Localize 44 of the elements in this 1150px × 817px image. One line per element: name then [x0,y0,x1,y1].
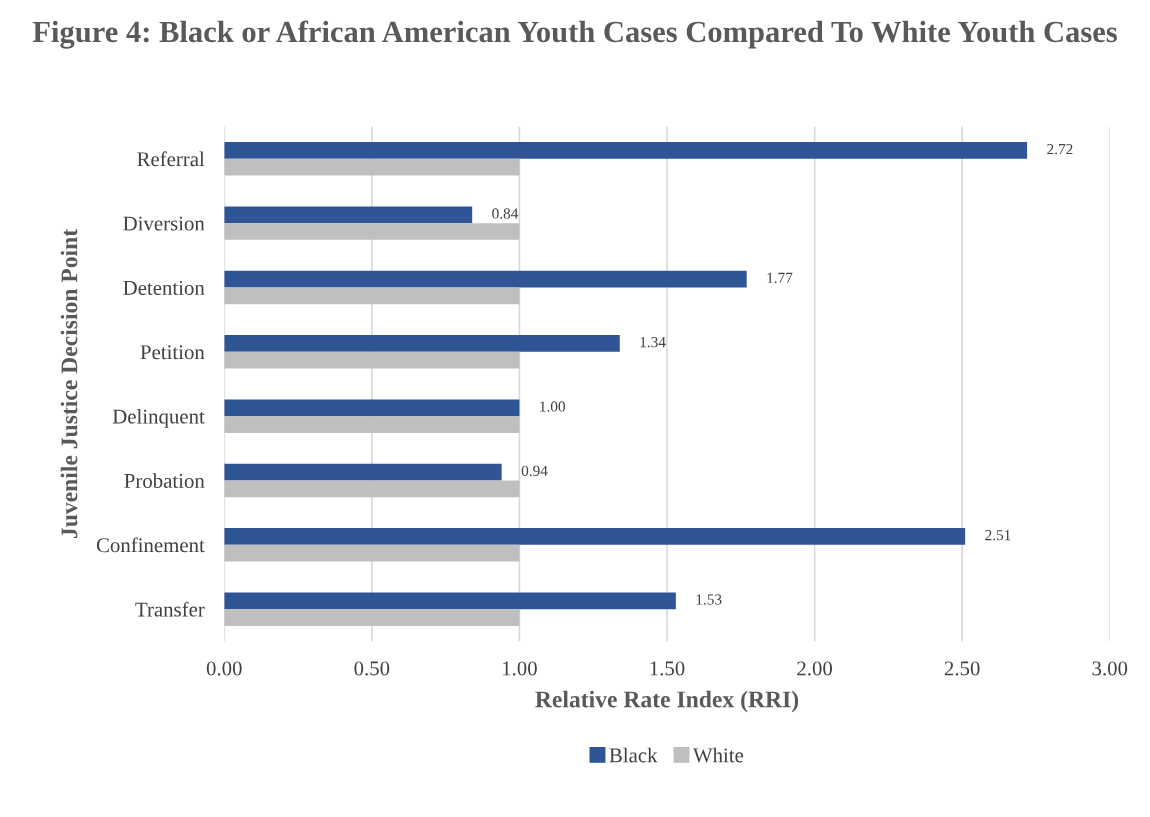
data-label: 1.77 [767,272,793,284]
bar [224,142,1028,159]
bar [224,592,676,610]
data-label: 1.00 [540,401,566,412]
chart-title: Figure 4: Black or African American Youth Cases Compared To White Youth Cases [32,20,1117,49]
bar [224,223,520,240]
x-tick-label: 2.00 [797,661,833,676]
y-tick-label: Detention [123,280,205,295]
bar [224,544,520,562]
y-tick-label: Petition [140,345,205,360]
y-tick-label: Probation [124,473,205,488]
y-tick-label: Confinement [96,537,205,553]
bar [224,270,747,288]
data-label: 0.94 [521,465,548,477]
data-label: 2.51 [985,530,1011,541]
bar [224,399,520,417]
legend-label: White [692,747,744,763]
bar [224,463,502,481]
y-tick-label: Transfer [135,601,205,617]
data-label: 0.84 [492,208,519,219]
y-axis-title: Juvenile Justice Decision Point [60,228,78,539]
x-tick-label: 0.50 [354,661,390,676]
bar [224,335,620,352]
x-tick-label: 2.50 [944,661,980,676]
data-label: 1.53 [696,594,722,605]
x-tick-label: 0.00 [206,661,242,676]
bar [224,609,520,626]
bar [224,480,520,498]
bar [224,287,520,305]
x-tick-label: 1.00 [503,661,537,676]
bar [224,528,966,545]
y-tick-label: Delinquent [112,408,205,428]
bar [224,416,520,433]
bar [224,158,520,176]
x-tick-label: 3.00 [1092,661,1128,676]
bar [224,351,520,369]
y-tick-label: Referral [137,151,205,167]
x-tick-label: 1.50 [650,661,685,676]
bar [224,206,473,224]
legend-label: Black [609,747,658,763]
data-label: 2.72 [1047,144,1073,155]
data-label: 1.34 [640,337,666,348]
y-tick-label: Diversion [123,216,205,231]
x-axis-title: Relative Rate Index (RRI) [535,690,799,713]
